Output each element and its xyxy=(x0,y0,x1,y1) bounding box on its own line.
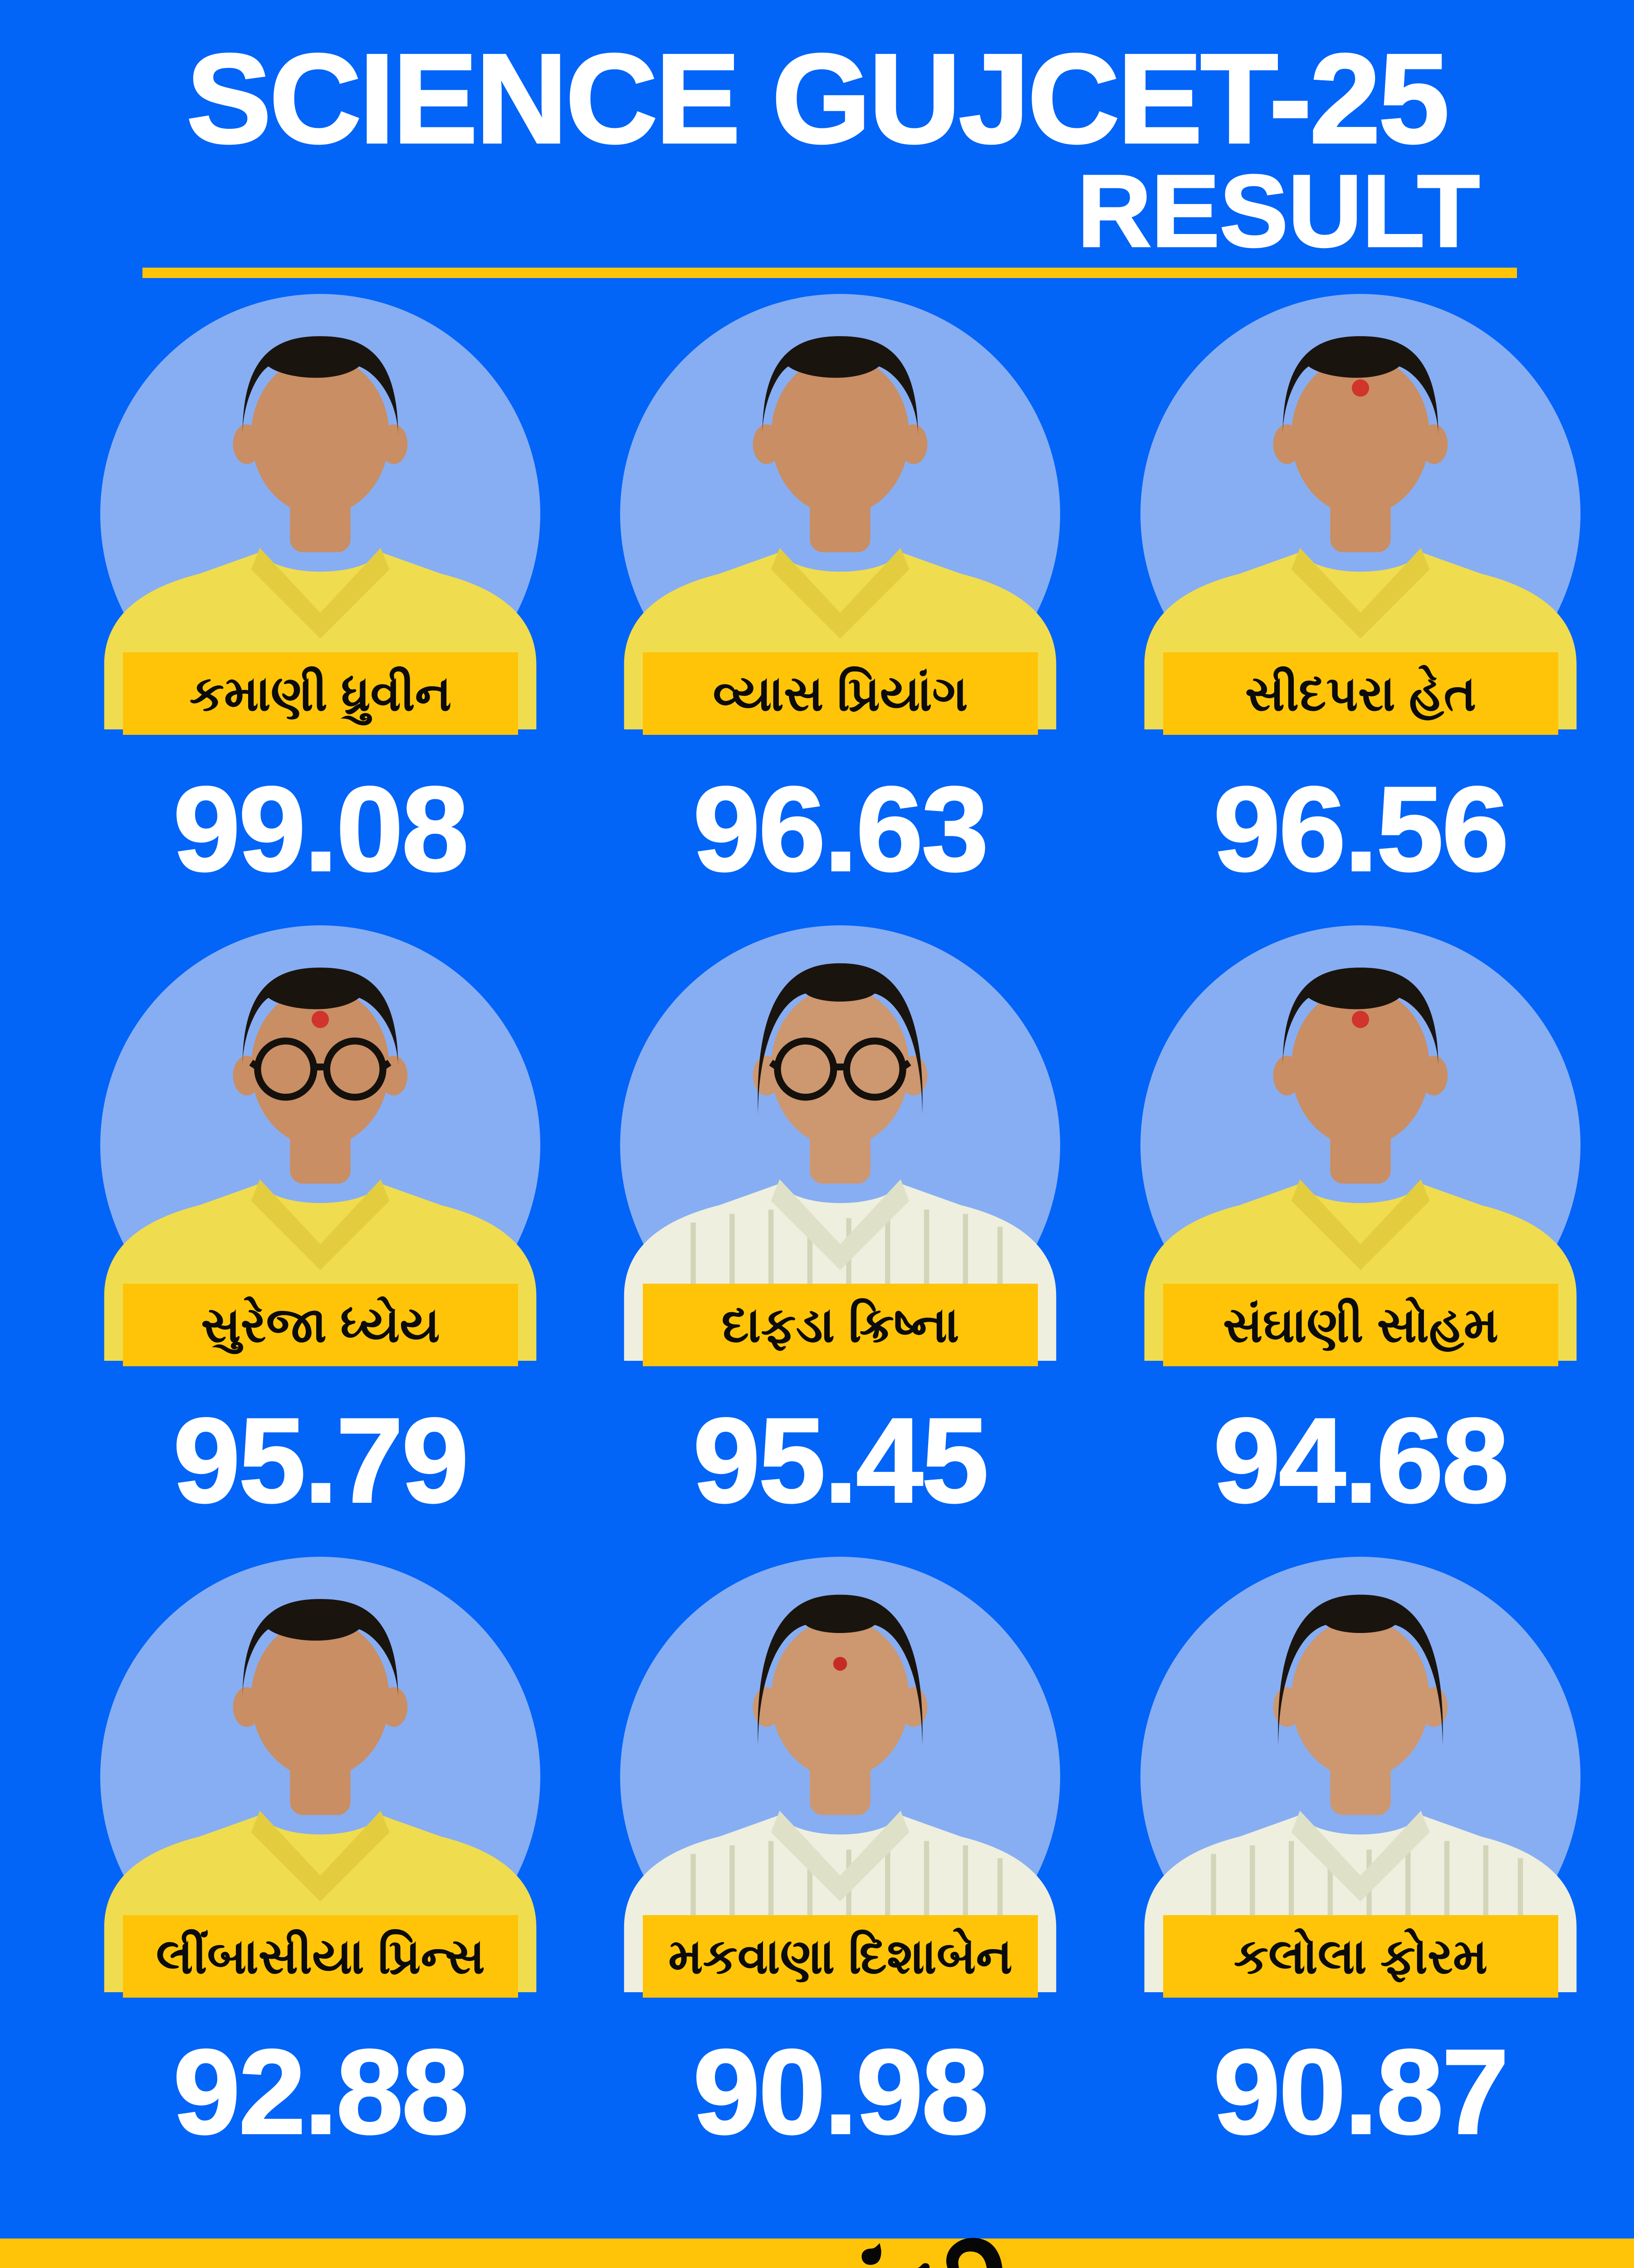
student-name: સીદપરા હેત xyxy=(1245,666,1477,721)
poster-subtitle: RESULT xyxy=(1076,153,1481,268)
student-name: કલોલા ફોરમ xyxy=(1233,1929,1488,1984)
student-card: સીદપરા હેત 96.56 xyxy=(1100,294,1621,897)
student-name: મકવાણા દિશાબેન xyxy=(668,1929,1013,1984)
title-divider-rule xyxy=(142,268,1517,278)
student-card: મકવાણા દિશાબેન 90.98 xyxy=(579,1557,1101,2160)
student-name: સુરેજા ધ્યેય xyxy=(201,1297,440,1352)
student-score: 92.88 xyxy=(172,2025,470,2159)
student-name-badge: મકવાણા દિશાબેન xyxy=(643,1915,1038,1998)
student-score: 94.68 xyxy=(1213,1393,1510,1528)
student-name-badge: વ્યાસ પ્રિયાંગ xyxy=(643,652,1038,735)
student-card: કમાણી ધ્રુવીન 99.08 xyxy=(59,294,581,897)
student-name-badge: સંઘાણી સોહમ xyxy=(1163,1284,1558,1366)
school-name: મહાત્મા ગાંધી સ્કૂલ xyxy=(313,2244,1321,2268)
student-card: વ્યાસ પ્રિયાંગ 96.63 xyxy=(579,294,1101,897)
student-score: 99.08 xyxy=(172,762,470,896)
student-name-badge: દાફડા ક્રિષ્ના xyxy=(643,1284,1038,1366)
student-name-badge: સીદપરા હેત xyxy=(1163,652,1558,735)
poster-title: SCIENCE GUJCET-25 xyxy=(186,28,1450,170)
school-name-banner: મહાત્મા ગાંધી સ્કૂલ xyxy=(0,2239,1634,2268)
student-score: 90.87 xyxy=(1213,2025,1510,2159)
student-name: કમાણી ધ્રુવીન xyxy=(189,666,452,721)
student-name: વ્યાસ પ્રિયાંગ xyxy=(713,666,968,721)
student-score: 95.45 xyxy=(692,1393,989,1528)
student-name-badge: કલોલા ફોરમ xyxy=(1163,1915,1558,1998)
student-card: કલોલા ફોરમ 90.87 xyxy=(1100,1557,1621,2160)
student-name: લીંબાસીયા પ્રિન્સ xyxy=(156,1929,485,1984)
student-name-badge: લીંબાસીયા પ્રિન્સ xyxy=(123,1915,518,1998)
student-name-badge: કમાણી ધ્રુવીન xyxy=(123,652,518,735)
student-score: 96.56 xyxy=(1213,762,1510,896)
student-card: સંઘાણી સોહમ 94.68 xyxy=(1100,925,1621,1529)
student-score: 95.79 xyxy=(172,1393,470,1528)
student-card: દાફડા ક્રિષ્ના 95.45 xyxy=(579,925,1101,1529)
student-name: સંઘાણી સોહમ xyxy=(1223,1297,1499,1352)
student-name-badge: સુરેજા ધ્યેય xyxy=(123,1284,518,1366)
student-name: દાફડા ક્રિષ્ના xyxy=(721,1297,959,1352)
student-card: લીંબાસીયા પ્રિન્સ 92.88 xyxy=(59,1557,581,2160)
student-card: સુરેજા ધ્યેય 95.79 xyxy=(59,925,581,1529)
student-score: 96.63 xyxy=(692,762,989,896)
student-score: 90.98 xyxy=(692,2025,989,2159)
